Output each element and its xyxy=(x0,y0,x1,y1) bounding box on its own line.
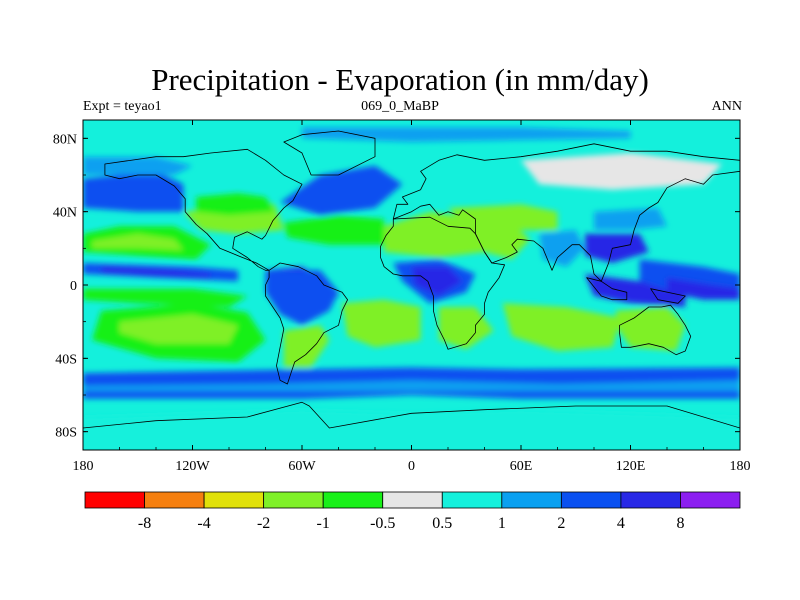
time-period-label: 069_0_MaBP xyxy=(361,99,439,114)
region-tropical-n-atlantic-dry xyxy=(283,215,385,245)
chart-title: Precipitation - Evaporation (in mm/day) xyxy=(151,62,649,97)
y-tick-label: 40N xyxy=(53,206,77,221)
region-s-america-dry xyxy=(283,325,330,368)
colorbar-bin xyxy=(263,491,324,509)
region-itcz-pacific-core xyxy=(101,266,211,278)
season-label: ANN xyxy=(711,99,742,114)
region-equatorial-pacific-dry xyxy=(83,288,248,307)
land-outline xyxy=(265,262,349,385)
x-tick-label: 0 xyxy=(408,459,415,474)
colorbar-label: -4 xyxy=(197,515,210,532)
region-n-america-moderate xyxy=(196,193,275,216)
colorbar-label: 0.5 xyxy=(432,515,452,532)
colorbar-bin xyxy=(620,491,681,509)
colorbar-label: 4 xyxy=(617,515,625,532)
land-outline xyxy=(392,143,740,282)
region-arctic-wet xyxy=(302,127,631,142)
colorbar-label: -2 xyxy=(257,515,270,532)
colorbar-bin xyxy=(680,491,741,509)
colorbar-label: 1 xyxy=(498,515,506,532)
y-tick-label: 80N xyxy=(53,132,77,147)
colorbar-bin xyxy=(322,491,384,509)
x-tick-label: 120E xyxy=(616,459,646,474)
region-africa-south-dry xyxy=(438,307,494,350)
x-tick-label: 180 xyxy=(730,459,751,474)
y-axis: 80N 40N 0 40S 80S xyxy=(53,132,740,441)
colorbar-label: -0.5 xyxy=(370,515,395,532)
x-tick-label: 60W xyxy=(288,459,316,474)
colorbar-bin xyxy=(441,491,503,509)
land-outline xyxy=(104,148,303,271)
region-s-america-wet xyxy=(265,270,339,326)
region-indian-dry xyxy=(502,303,622,351)
y-tick-label: 80S xyxy=(55,426,77,441)
land-outlines xyxy=(83,130,740,450)
x-tick-label: 120W xyxy=(175,459,210,474)
colorbar-bin xyxy=(501,491,562,509)
land-outline xyxy=(619,304,692,356)
experiment-label: Expt = teyao1 xyxy=(83,99,162,114)
region-w-pacific-wet-core xyxy=(667,277,740,300)
region-s-atlantic-dry xyxy=(342,299,421,348)
region-n-pacific-high-lat xyxy=(83,156,193,175)
colorbar-label: -8 xyxy=(138,515,151,532)
region-north-atlantic-wet xyxy=(280,165,403,216)
region-subtropical-n-pacific-dry-core xyxy=(92,233,184,251)
colorbar-label: -1 xyxy=(317,515,330,532)
colorbar-bin xyxy=(84,491,145,509)
region-se-asia-wet xyxy=(584,233,649,263)
region-north-pacific-wet xyxy=(83,171,184,212)
x-tick-label: 180 xyxy=(73,459,94,474)
colorbar-bin xyxy=(560,491,622,509)
colorbar-label: 2 xyxy=(557,515,565,532)
y-tick-label: 0 xyxy=(70,279,77,294)
land-outline xyxy=(650,288,686,304)
plot-area xyxy=(83,120,740,450)
x-axis: 180 120W 60W 0 60E 120E 180 xyxy=(73,120,751,474)
colorbar: -8 -4 -2 -1 -0.5 0.5 1 2 4 8 xyxy=(84,491,741,532)
field-regions xyxy=(83,127,740,450)
region-east-asia-wet xyxy=(594,208,667,230)
land-outline xyxy=(83,401,740,450)
colorbar-bin xyxy=(382,491,443,509)
region-southern-ocean-wet-core xyxy=(83,380,740,392)
land-outline xyxy=(586,277,628,301)
x-tick-label: 60E xyxy=(510,459,533,474)
land-outline xyxy=(283,130,376,176)
region-india-wet xyxy=(539,230,585,267)
colorbar-bin xyxy=(203,491,265,509)
colorbar-bin xyxy=(144,491,205,509)
region-africa-wet-core xyxy=(411,266,463,296)
colorbar-label: 8 xyxy=(676,515,684,532)
region-s-pacific-dry-core xyxy=(119,314,239,344)
y-tick-label: 40S xyxy=(55,352,77,367)
region-antarctica-moderate xyxy=(83,409,740,450)
region-siberia-moderate xyxy=(521,153,722,190)
